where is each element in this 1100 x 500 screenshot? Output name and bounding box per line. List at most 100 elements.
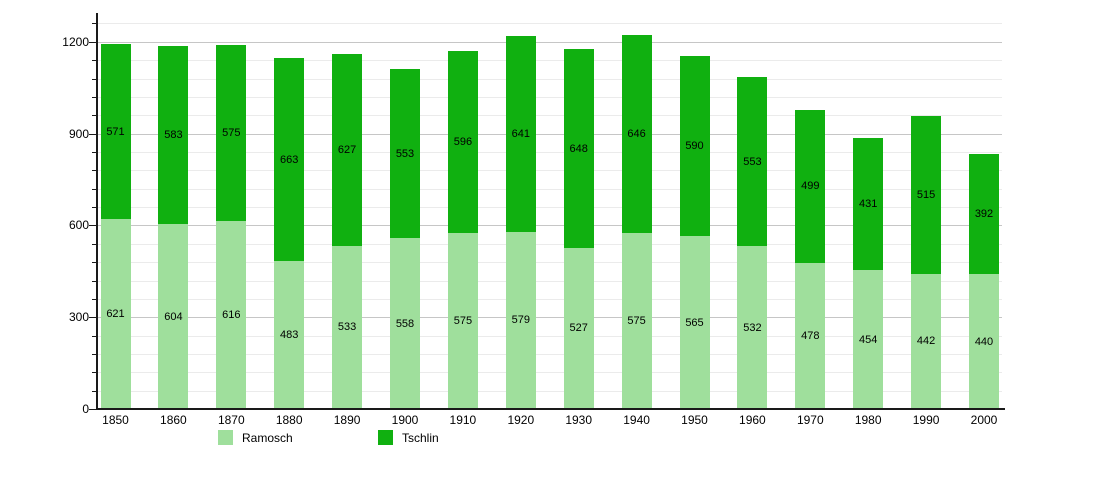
y-axis-tick: [92, 188, 97, 190]
gridline-minor: [97, 298, 1002, 300]
gridline-minor: [97, 151, 1002, 153]
y-axis-tick: [92, 115, 97, 117]
bar-value-label-tschlin-1920: 641: [511, 127, 530, 140]
bar-segment-tschlin-1940: 646: [621, 35, 652, 233]
x-tick-label-1880: 1880: [275, 413, 303, 427]
gridline-minor: [97, 78, 1002, 80]
bar-segment-tschlin-1930: 648: [563, 49, 594, 248]
x-tick-label-1860: 1860: [160, 413, 187, 427]
x-tick-label-1960: 1960: [739, 413, 766, 427]
bar-group-1920: 641 579: [505, 35, 536, 409]
bar-segment-ramosch-1900: 558: [390, 238, 420, 409]
y-tick-label: 300: [68, 310, 89, 325]
bar-segment-tschlin-1960: 553: [737, 77, 768, 247]
gridline-minor: [97, 335, 1002, 337]
y-axis-tick: [92, 23, 97, 25]
bar-value-label-ramosch-1940: 575: [627, 315, 646, 327]
bar-group-1900: 553 558: [390, 69, 420, 409]
bar-segment-tschlin-1860: 583: [158, 45, 189, 225]
y-tick-label: 600: [68, 218, 89, 233]
gridline-major: [97, 41, 1002, 43]
y-axis-tick: [92, 262, 97, 264]
y-axis-tick: [92, 96, 97, 98]
y-axis-tick: [92, 151, 97, 153]
x-tick-label-1940: 1940: [623, 413, 650, 427]
bar-value-label-tschlin-1860: 583: [164, 129, 183, 141]
bar-segment-tschlin-1870: 575: [216, 44, 247, 221]
x-axis-line: [96, 408, 1005, 410]
bar-value-label-ramosch-1970: 478: [801, 329, 820, 342]
x-tick-label-1990: 1990: [912, 413, 940, 427]
bar-value-label-tschlin-1880: 663: [280, 153, 299, 166]
bar-segment-tschlin-1880: 663: [274, 58, 305, 262]
gridline-minor: [97, 188, 1002, 190]
gridline-minor: [97, 96, 1002, 98]
x-tick-label-1980: 1980: [854, 413, 882, 427]
bar-segment-ramosch-1910: 575: [447, 233, 478, 409]
gridline-major: [97, 133, 1002, 135]
plot-area: 571 621 583 604 575 616 663 483 627 533 553 558 596 5…: [97, 13, 1002, 409]
bar-segment-tschlin-1920: 641: [505, 35, 536, 232]
legend-label-tschlin: Tschlin: [402, 430, 439, 445]
bar-segment-tschlin-1970: 499: [795, 110, 826, 263]
bar-segment-ramosch-1970: 478: [795, 262, 826, 409]
x-tick-label-1870: 1870: [217, 413, 245, 427]
bar-group-1910: 596 575: [447, 50, 478, 409]
gridline-minor: [97, 60, 1002, 62]
y-axis-tick: [92, 170, 97, 172]
bar-value-label-ramosch-1960: 532: [743, 321, 762, 334]
bar-segment-tschlin-1900: 553: [390, 69, 420, 239]
bar-segment-tschlin-1990: 515: [911, 116, 942, 274]
x-tick-label-2000: 2000: [970, 413, 998, 427]
bar-segment-ramosch-1980: 454: [853, 270, 884, 409]
bar-group-1940: 646 575: [621, 35, 652, 409]
bar-value-label-ramosch-1920: 579: [511, 314, 530, 327]
bar-value-label-tschlin-1970: 499: [801, 180, 820, 193]
y-axis-tick: [92, 280, 97, 282]
y-axis-tick: [92, 60, 97, 62]
bar-group-1980: 431 454: [853, 138, 884, 409]
bar-value-label-tschlin-1910: 596: [453, 135, 473, 148]
bar-value-label-tschlin-1850: 571: [106, 125, 125, 138]
legend-item-tschlin: Tschlin: [378, 430, 439, 445]
legend-swatch-ramosch: [218, 430, 233, 445]
gridline-minor: [97, 353, 1002, 355]
bar-group-1990: 515 442: [911, 116, 942, 409]
x-tick-label-1900: 1900: [391, 413, 419, 427]
gridline-minor: [97, 390, 1002, 392]
bar-segment-ramosch-1940: 575: [621, 233, 652, 409]
bar-segment-tschlin-1950: 590: [679, 55, 710, 237]
bar-value-label-ramosch-1910: 575: [453, 315, 473, 327]
bar-segment-tschlin-1890: 627: [332, 54, 363, 246]
bar-value-label-tschlin-1890: 627: [337, 143, 357, 156]
bar-segment-ramosch-1860: 604: [158, 224, 189, 409]
bar-value-label-tschlin-1870: 575: [222, 126, 241, 139]
gridline-major: [97, 225, 1002, 227]
y-tick-label: 900: [68, 126, 89, 141]
y-axis-tick: [89, 225, 97, 227]
y-axis-line: [96, 13, 98, 410]
bar-value-label-ramosch-1950: 565: [685, 316, 704, 329]
bar-segment-ramosch-1990: 442: [911, 273, 942, 409]
bar-value-label-tschlin-1900: 553: [395, 147, 415, 160]
bar-value-label-ramosch-1990: 442: [916, 335, 936, 348]
x-tick-label-1890: 1890: [333, 413, 361, 427]
y-axis-tick: [92, 390, 97, 392]
legend-item-ramosch: Ramosch: [218, 430, 293, 445]
bar-group-1950: 590 565: [679, 55, 710, 409]
bar-value-label-ramosch-1980: 454: [859, 333, 878, 346]
y-axis-tick: [89, 41, 97, 43]
bar-group-1880: 663 483: [274, 58, 305, 409]
y-axis-tick: [92, 78, 97, 80]
bar-segment-ramosch-1850: 621: [100, 219, 131, 409]
bar-value-label-ramosch-1850: 621: [106, 308, 125, 320]
bar-segment-ramosch-1930: 527: [563, 247, 594, 409]
gridline-minor: [97, 207, 1002, 208]
y-axis-tick: [92, 298, 97, 300]
bar-value-label-ramosch-1860: 604: [164, 310, 183, 323]
gridline-minor: [97, 115, 1002, 117]
bar-segment-ramosch-1870: 616: [216, 220, 247, 409]
gridline-minor: [97, 170, 1002, 172]
gridline-major: [97, 317, 1002, 319]
